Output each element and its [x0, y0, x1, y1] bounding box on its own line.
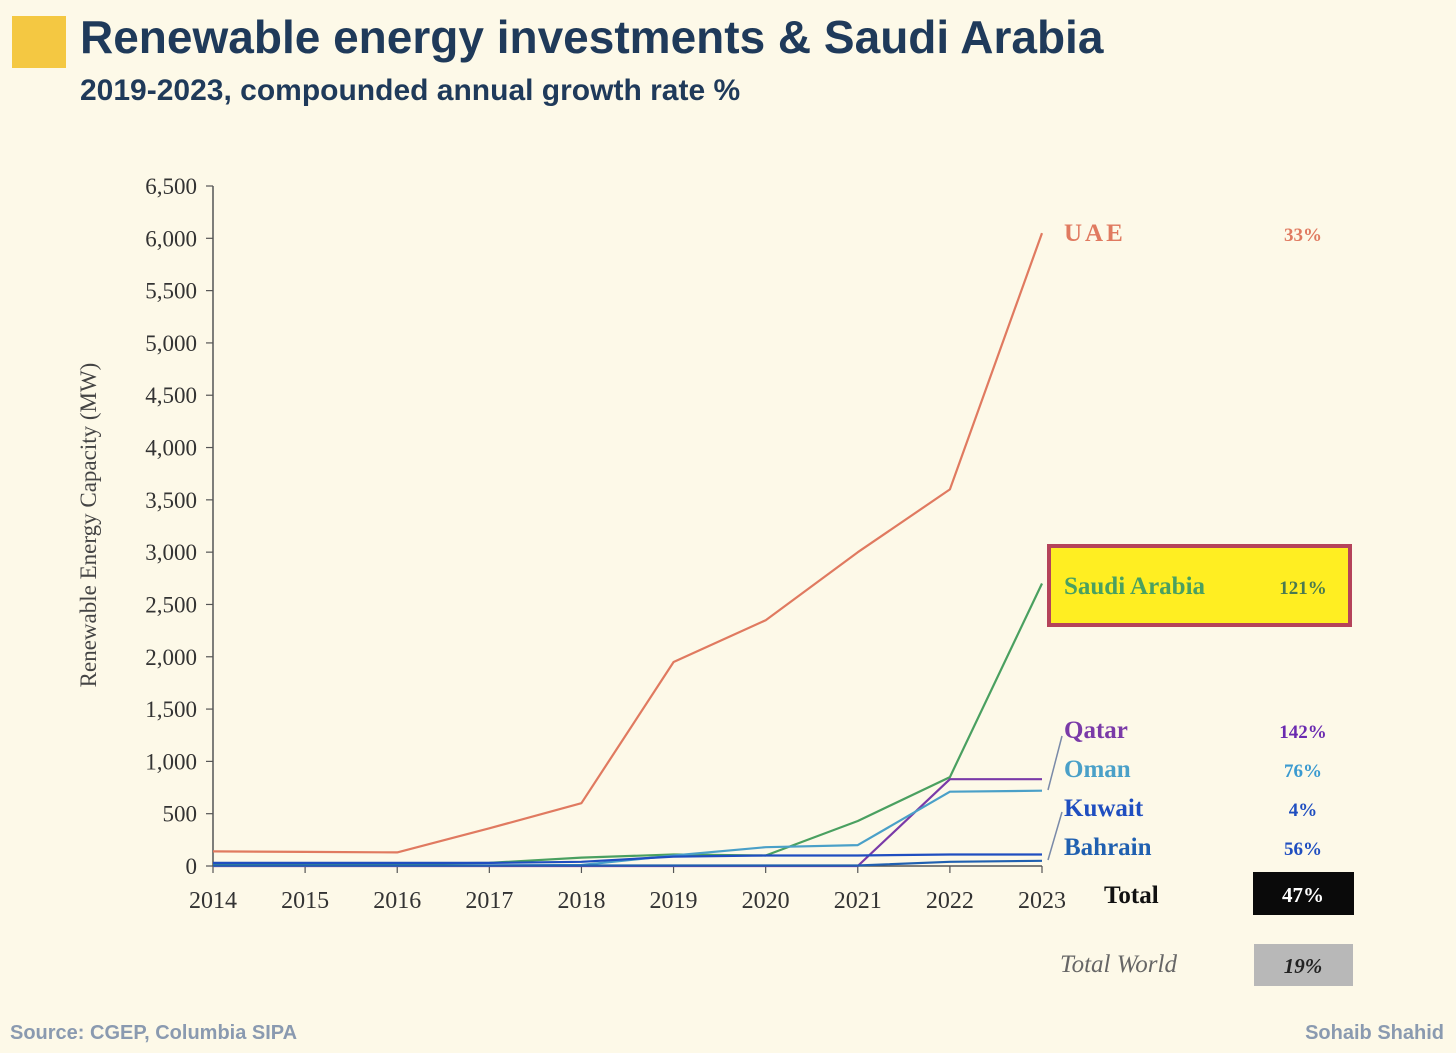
highlight-box	[1047, 544, 1352, 627]
x-tick-label: 2022	[926, 888, 974, 914]
y-tick-label: 4,000	[145, 436, 197, 461]
leader-line-kuwait-bahrain	[1047, 811, 1063, 861]
series-label-qatar: Qatar	[1064, 717, 1128, 744]
series-label-saudi-arabia: Saudi Arabia	[1064, 573, 1206, 600]
x-tick-label: 2019	[650, 888, 698, 914]
series-cagr-saudi-arabia: 121%	[1279, 578, 1327, 599]
x-tick-label: 2018	[557, 888, 605, 914]
author-credit: Sohaib Shahid	[1305, 1022, 1444, 1044]
y-tick-label: 6,500	[145, 174, 197, 199]
total-world-value: 19%	[1284, 954, 1323, 978]
series-line-uae	[212, 232, 1044, 854]
y-tick-label: 3,500	[145, 488, 197, 513]
total-value-box	[1253, 872, 1354, 915]
y-tick-label: 4,500	[145, 383, 197, 408]
source-note: Source: CGEP, Columbia SIPA	[10, 1022, 298, 1044]
y-tick-label: 5,500	[145, 279, 197, 304]
x-tick-label: 2017	[465, 888, 513, 914]
leader-line-qatar-oman	[1047, 735, 1063, 791]
total-world-label: Total World	[1060, 951, 1177, 978]
series-cagr-kuwait: 4%	[1289, 800, 1318, 821]
y-tick-label: 2,000	[145, 645, 197, 670]
x-tick-label: 2015	[281, 888, 329, 914]
series-label-bahrain: Bahrain	[1064, 834, 1152, 861]
series-label-oman: Oman	[1064, 756, 1131, 783]
y-tick-label: 5,000	[145, 331, 197, 356]
x-tick-label: 2021	[834, 888, 882, 914]
y-tick-label: 3,000	[145, 540, 197, 565]
series-cagr-bahrain: 56%	[1284, 839, 1322, 860]
y-tick-label: 2,500	[145, 592, 197, 617]
x-tick-label: 2016	[373, 888, 421, 914]
x-tick-label: 2014	[189, 888, 237, 914]
total-label: Total	[1104, 882, 1159, 909]
series-line-kuwait	[213, 853, 1042, 865]
series-label-kuwait: Kuwait	[1064, 795, 1144, 822]
x-tick-label: 2023	[1018, 888, 1066, 914]
series-cagr-uae: 33%	[1284, 225, 1322, 246]
x-tick-label: 2020	[742, 888, 790, 914]
y-tick-label: 1,500	[145, 697, 197, 722]
total-value: 47%	[1282, 883, 1324, 907]
title-accent-square	[12, 16, 66, 68]
y-tick-label: 6,000	[145, 226, 197, 251]
series-line-saudi-arabia	[212, 583, 1043, 866]
y-axis-label: Renewable Energy Capacity (MW)	[76, 363, 101, 688]
series-line-bahrain	[213, 859, 1043, 867]
y-tick-label: 0	[186, 854, 198, 879]
page-title: Renewable energy investments & Saudi Ara…	[80, 11, 1104, 63]
y-tick-label: 500	[163, 802, 198, 827]
page-subtitle: 2019-2023, compounded annual growth rate…	[80, 74, 741, 107]
total-world-value-box	[1254, 944, 1353, 986]
series-cagr-qatar: 142%	[1279, 722, 1327, 743]
series-cagr-oman: 76%	[1284, 761, 1322, 782]
series-label-uae: UAE	[1064, 220, 1126, 247]
y-tick-label: 1,000	[145, 749, 197, 774]
